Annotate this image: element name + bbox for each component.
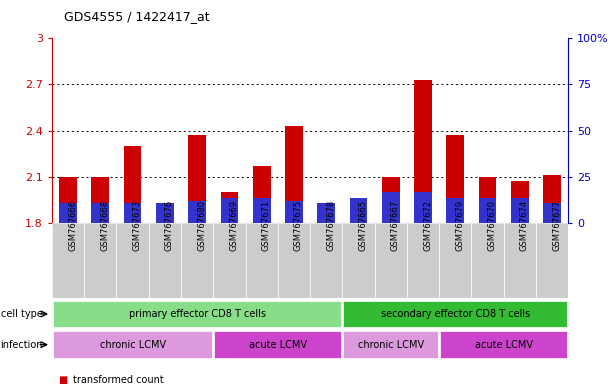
- Bar: [188, 200, 206, 223]
- Text: GSM767677: GSM767677: [552, 199, 561, 251]
- Text: infection: infection: [1, 339, 43, 350]
- Text: GSM767675: GSM767675: [294, 199, 303, 250]
- Bar: [53, 331, 212, 358]
- Text: GSM767674: GSM767674: [520, 199, 529, 250]
- Bar: [84, 223, 117, 298]
- Bar: [317, 212, 335, 223]
- Bar: [253, 166, 271, 223]
- Text: GSM767676: GSM767676: [165, 199, 174, 251]
- Bar: [407, 223, 439, 298]
- Text: chronic LCMV: chronic LCMV: [357, 339, 424, 350]
- Bar: [310, 223, 342, 298]
- Bar: [221, 198, 238, 223]
- Bar: [511, 181, 529, 223]
- Bar: [414, 80, 432, 223]
- Text: GSM767666: GSM767666: [68, 199, 77, 251]
- Bar: [317, 204, 335, 223]
- Bar: [117, 223, 148, 298]
- Text: GSM767678: GSM767678: [326, 199, 335, 251]
- Bar: [472, 223, 503, 298]
- Text: GDS4555 / 1422417_at: GDS4555 / 1422417_at: [64, 10, 210, 23]
- Bar: [53, 301, 342, 327]
- Text: primary effector CD8 T cells: primary effector CD8 T cells: [129, 309, 266, 319]
- Bar: [213, 223, 246, 298]
- Text: GSM767665: GSM767665: [359, 199, 367, 250]
- Bar: [439, 223, 472, 298]
- Bar: [221, 192, 238, 223]
- Bar: [342, 223, 375, 298]
- Text: GSM767667: GSM767667: [391, 199, 400, 251]
- Text: acute LCMV: acute LCMV: [475, 339, 533, 350]
- Bar: [188, 135, 206, 223]
- Bar: [382, 192, 400, 223]
- Bar: [375, 223, 407, 298]
- Bar: [181, 223, 213, 298]
- Text: GSM767668: GSM767668: [100, 199, 109, 251]
- Text: GSM767679: GSM767679: [455, 199, 464, 250]
- Bar: [478, 198, 496, 223]
- Bar: [343, 301, 567, 327]
- Bar: [59, 204, 77, 223]
- Text: ■: ■: [58, 375, 67, 384]
- Bar: [543, 175, 561, 223]
- Bar: [503, 223, 536, 298]
- Text: cell type: cell type: [1, 309, 43, 319]
- Text: GSM767669: GSM767669: [229, 199, 238, 250]
- Bar: [349, 198, 367, 223]
- Bar: [124, 146, 142, 223]
- Text: GSM767680: GSM767680: [197, 199, 206, 250]
- Bar: [414, 192, 432, 223]
- Text: GSM767673: GSM767673: [133, 199, 142, 251]
- Bar: [246, 223, 278, 298]
- Bar: [124, 204, 142, 223]
- Bar: [447, 135, 464, 223]
- Bar: [349, 203, 367, 223]
- Bar: [543, 204, 561, 223]
- Bar: [148, 223, 181, 298]
- Bar: [156, 212, 174, 223]
- Bar: [214, 331, 342, 358]
- Text: secondary effector CD8 T cells: secondary effector CD8 T cells: [381, 309, 530, 319]
- Bar: [285, 126, 303, 223]
- Bar: [511, 198, 529, 223]
- Bar: [59, 177, 77, 223]
- Bar: [92, 177, 109, 223]
- Text: GSM767672: GSM767672: [423, 199, 432, 250]
- Bar: [343, 331, 438, 358]
- Bar: [285, 200, 303, 223]
- Bar: [156, 204, 174, 223]
- Bar: [440, 331, 567, 358]
- Bar: [382, 177, 400, 223]
- Bar: [278, 223, 310, 298]
- Text: GSM767670: GSM767670: [488, 199, 497, 250]
- Bar: [478, 177, 496, 223]
- Text: transformed count: transformed count: [73, 375, 164, 384]
- Bar: [52, 223, 84, 298]
- Bar: [536, 223, 568, 298]
- Text: GSM767671: GSM767671: [262, 199, 271, 250]
- Text: chronic LCMV: chronic LCMV: [100, 339, 166, 350]
- Text: acute LCMV: acute LCMV: [249, 339, 307, 350]
- Bar: [253, 198, 271, 223]
- Bar: [92, 204, 109, 223]
- Bar: [447, 198, 464, 223]
